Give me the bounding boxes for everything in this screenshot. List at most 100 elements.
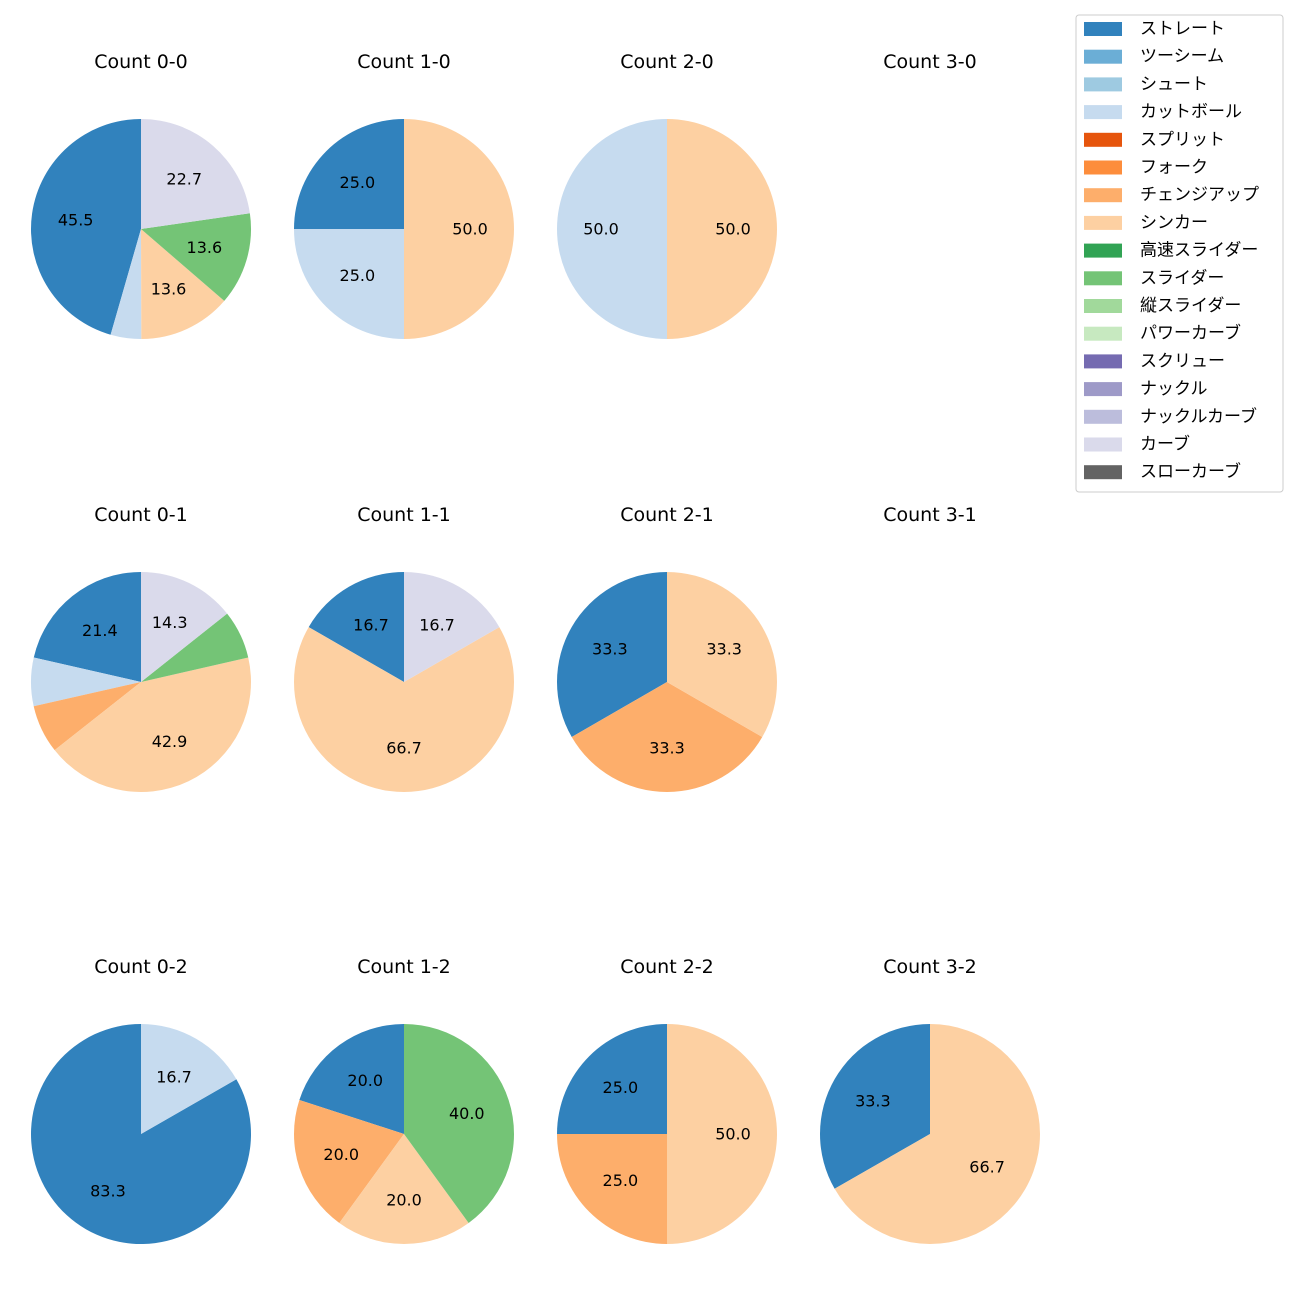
legend-item: カットボール (1084, 102, 1242, 122)
pie-slice (404, 572, 500, 682)
legend-label: ツーシーム (1140, 47, 1224, 67)
pie-chart-1: Count 0-0 45.5 13.6 13.6 22.7 (30, 51, 252, 340)
pie-slice (557, 119, 667, 339)
legend-swatch (1084, 132, 1122, 147)
legend-label: ナックル (1140, 379, 1208, 399)
pie-slice-label: 33.3 (706, 640, 742, 659)
pie-slice-label: 21.4 (82, 621, 118, 640)
pie-slice (33, 682, 141, 751)
legend-item: ナックル (1084, 379, 1208, 399)
pie-slice-label: 50.0 (715, 220, 751, 239)
pie-slice (294, 229, 404, 339)
pie-title: Count 2-1 (620, 504, 714, 526)
legend-label: ナックルカーブ (1140, 406, 1257, 427)
legend-swatch (1084, 105, 1122, 120)
pie-title: Count 3-2 (883, 956, 977, 978)
pie-slice (294, 119, 404, 229)
legend-items: ストレートツーシームシュートカットボールスプリットフォークチェンジアップシンカー… (1084, 19, 1259, 482)
legend-label: 縦スライダー (1140, 296, 1241, 316)
legend-swatch (1084, 188, 1122, 203)
pie-slice (667, 119, 777, 339)
pie-slice-label: 25.0 (340, 266, 376, 285)
legend-label: シュート (1140, 74, 1208, 94)
pie-title: Count 0-0 (94, 51, 188, 73)
legend-label: フォーク (1140, 158, 1208, 178)
legend: ストレートツーシームシュートカットボールスプリットフォークチェンジアップシンカー… (1075, 14, 1284, 493)
pie-slice-label: 25.0 (603, 1171, 639, 1190)
pie-slice (141, 1024, 237, 1134)
legend-item: ナックルカーブ (1084, 406, 1257, 427)
pie-slice-label: 42.9 (152, 732, 188, 751)
pie-slice-label: 33.3 (592, 640, 628, 659)
pie-slice (141, 229, 225, 339)
pie-slice-label: 20.0 (347, 1071, 383, 1090)
pie-slice (294, 627, 514, 793)
pie-slice (31, 1024, 252, 1244)
pie-slice (819, 1024, 930, 1189)
legend-item: 縦スライダー (1084, 296, 1241, 316)
pie-slice (141, 613, 249, 682)
pie-slice-label: 33.3 (855, 1091, 891, 1110)
legend-item: カーブ (1084, 434, 1190, 455)
pie-slice (339, 1134, 469, 1245)
legend-swatch (1084, 326, 1122, 341)
pie-slice (667, 572, 777, 737)
pie-slice-label: 50.0 (583, 220, 619, 239)
pie-slice (30, 657, 142, 707)
pie-slice (404, 1024, 515, 1223)
pie-chart-12: Count 3-2 33.3 66.7 (819, 956, 1040, 1244)
legend-swatch (1084, 271, 1122, 286)
pie-slice (834, 1024, 1040, 1244)
pie-title: Count 1-0 (357, 51, 451, 73)
pie-slice (308, 572, 404, 682)
legend-item: 高速スライダー (1084, 241, 1258, 261)
legend-item: チェンジアップ (1084, 185, 1259, 205)
pie-slice (557, 1134, 667, 1244)
pie-chart-11: Count 2-2 25.0 25.0 50.0 (557, 956, 777, 1244)
legend-label: カーブ (1140, 434, 1190, 455)
legend-item: スプリット (1084, 130, 1225, 150)
pie-slice-label: 45.5 (58, 210, 94, 229)
pie-slice (141, 119, 250, 229)
pie-slice (667, 1024, 777, 1244)
pie-slice-label: 33.3 (649, 739, 685, 758)
pie-title: Count 0-1 (94, 504, 188, 526)
pie-title: Count 0-2 (94, 956, 188, 978)
pie-slice-label: 20.0 (386, 1191, 422, 1210)
legend-label: シンカー (1140, 213, 1208, 233)
legend-item: スクリュー (1084, 351, 1225, 371)
legend-swatch (1084, 77, 1122, 92)
pie-slice-label: 66.7 (969, 1158, 1005, 1177)
pie-title: Count 3-1 (883, 504, 977, 526)
pie-slice-label: 25.0 (603, 1078, 639, 1097)
pie-slice (404, 119, 514, 339)
legend-swatch (1084, 243, 1122, 258)
legend-item: ツーシーム (1084, 47, 1224, 67)
pie-slice (54, 657, 252, 793)
pie-slice-label: 40.0 (449, 1104, 485, 1123)
pie-slice-label: 22.7 (166, 170, 202, 189)
pie-title: Count 1-1 (357, 504, 451, 526)
legend-swatch (1084, 160, 1122, 175)
legend-label: ストレート (1140, 19, 1225, 39)
legend-swatch (1084, 354, 1122, 369)
pie-chart-8: Count 3-1 (883, 504, 977, 526)
legend-swatch (1084, 437, 1122, 452)
legend-label: スライダー (1140, 268, 1224, 288)
legend-item: スローカーブ (1084, 461, 1241, 482)
legend-swatch (1084, 382, 1122, 397)
pie-slice-label: 16.7 (419, 615, 455, 634)
legend-item: ストレート (1084, 19, 1225, 39)
legend-label: スローカーブ (1140, 461, 1241, 482)
pie-slice-label: 16.7 (156, 1067, 192, 1086)
legend-label: パワーカーブ (1140, 323, 1241, 344)
legend-label: スプリット (1140, 130, 1225, 150)
pie-chart-10: Count 1-2 20.0 20.0 20.0 40.0 (293, 956, 515, 1245)
pie-slice (557, 572, 667, 737)
pie-slice-label: 16.7 (353, 615, 389, 634)
pie-slice-label: 13.6 (151, 279, 187, 298)
pie-slice-label: 14.3 (152, 613, 188, 632)
legend-label: 高速スライダー (1140, 241, 1258, 261)
legend-swatch (1084, 409, 1122, 424)
